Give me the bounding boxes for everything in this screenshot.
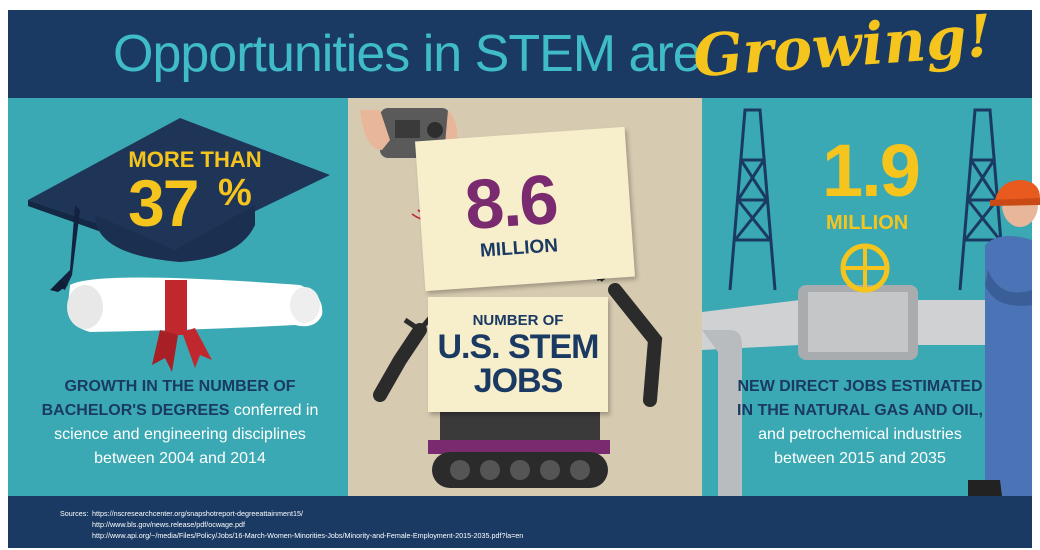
degrees-caption-rest: conferred in xyxy=(229,402,319,419)
degrees-caption-line2: BACHELOR'S DEGREES conferred in xyxy=(20,399,340,423)
more-than-label: MORE THAN xyxy=(128,147,262,172)
sticky-note-bottom xyxy=(428,297,608,412)
degrees-caption: GROWTH IN THE NUMBER OF BACHELOR'S DEGRE… xyxy=(20,375,340,471)
stem-jobs-value: 8.6 xyxy=(462,159,559,245)
degrees-caption-line4: between 2004 and 2014 xyxy=(94,450,266,467)
sources-footer: Sources: https://nscresearchcenter.org/s… xyxy=(8,496,1032,548)
stem-label-line1: NUMBER OF xyxy=(472,312,564,329)
stem-label-main: U.S. STEM JOBS xyxy=(428,330,608,398)
sources-label: Sources: xyxy=(60,509,89,518)
energy-caption-line1: NEW DIRECT JOBS ESTIMATED xyxy=(737,378,983,395)
percent-value: 37 xyxy=(128,166,199,240)
worker-icon xyxy=(968,180,1040,496)
source-link-3[interactable]: http://www.api.org/~/media/Files/Policy/… xyxy=(92,531,524,540)
stem-label-line2: U.S. STEM xyxy=(437,328,599,366)
energy-caption-line2: IN THE NATURAL GAS AND OIL, xyxy=(737,402,983,419)
stem-label-line3: JOBS xyxy=(473,362,564,400)
degrees-caption-bold: BACHELOR'S DEGREES xyxy=(41,402,230,419)
source-link-2[interactable]: http://www.bls.gov/news.release/pdf/ocwa… xyxy=(92,520,246,529)
title-main: Opportunities in STEM are xyxy=(113,25,702,83)
energy-caption-line4: between 2015 and 2035 xyxy=(774,450,946,467)
graduation-cap-icon xyxy=(28,118,330,292)
title-banner: Opportunities in STEM are Growing! xyxy=(8,2,1032,98)
diploma-scroll-icon xyxy=(67,277,323,372)
degrees-caption-line1: GROWTH IN THE NUMBER OF xyxy=(64,378,296,395)
energy-jobs-unit: MILLION xyxy=(826,212,909,234)
percent-sign: % xyxy=(218,172,252,214)
energy-caption: NEW DIRECT JOBS ESTIMATED IN THE NATURAL… xyxy=(735,375,985,471)
degrees-caption-line3: science and engineering disciplines xyxy=(54,426,306,443)
energy-jobs-value: 1.9 xyxy=(822,129,921,212)
source-link-1[interactable]: https://nscresearchcenter.org/snapshotre… xyxy=(92,509,303,518)
energy-caption-line3: and petrochemical industries xyxy=(758,426,962,443)
